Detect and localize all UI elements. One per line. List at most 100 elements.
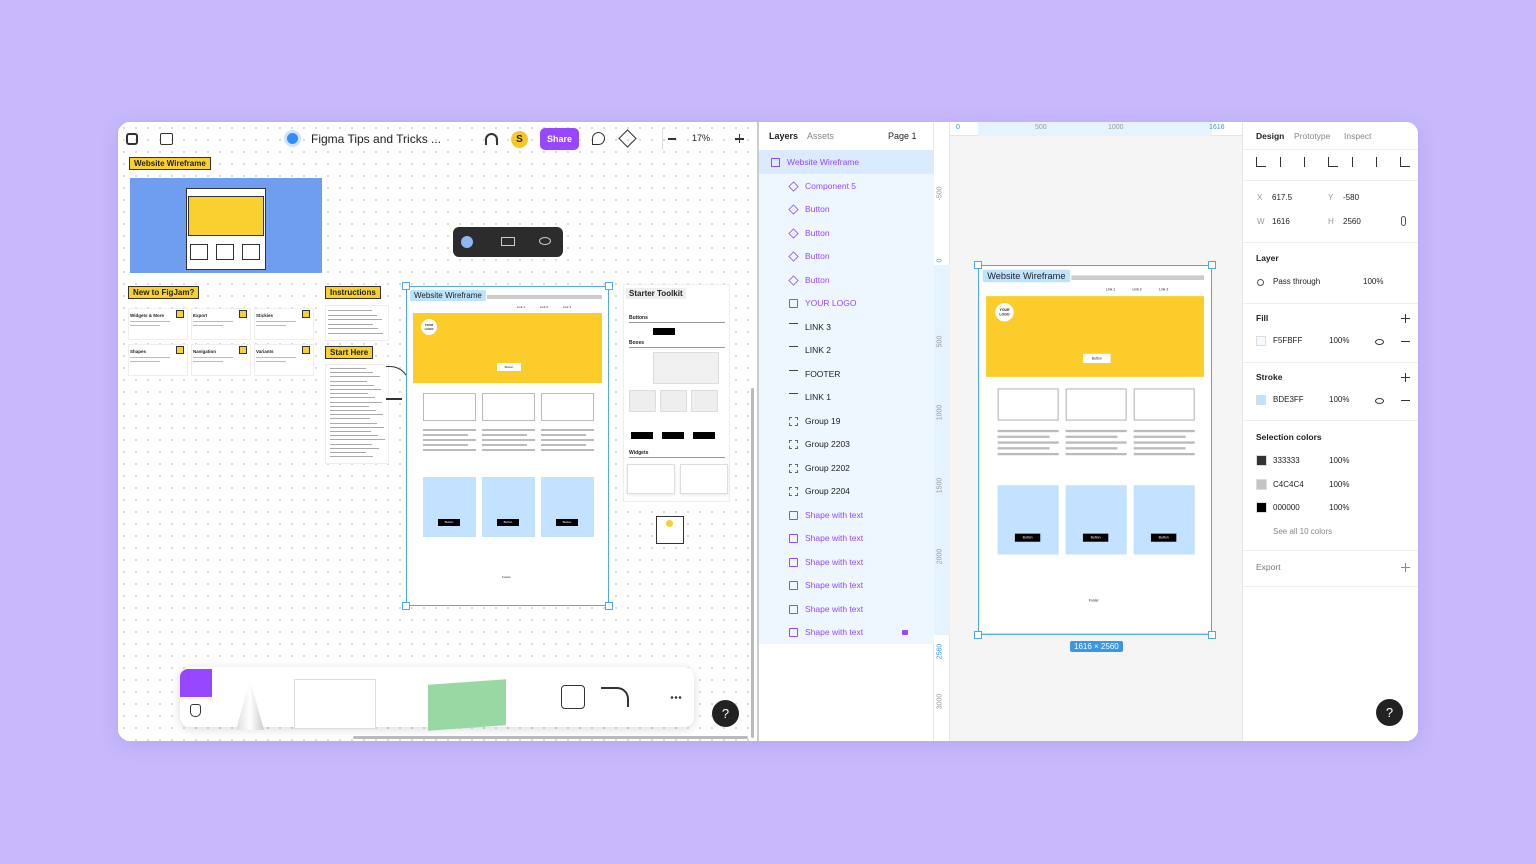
resize-icon[interactable] xyxy=(501,237,515,246)
sticky-tool[interactable] xyxy=(428,679,506,731)
layer-name[interactable]: FOOTER xyxy=(805,368,841,379)
remove-icon[interactable] xyxy=(1401,341,1410,343)
align-icon[interactable] xyxy=(1400,157,1410,167)
layer-name[interactable]: Group 19 xyxy=(805,415,841,426)
eye-icon[interactable] xyxy=(1375,398,1384,404)
design-tab[interactable]: Inspect xyxy=(1344,131,1372,141)
ruler-label: 1616 xyxy=(1209,124,1225,131)
text-tool[interactable] xyxy=(561,685,585,709)
card xyxy=(423,477,476,537)
color-opacity[interactable]: 100% xyxy=(1329,336,1350,345)
ruler-label: 2000 xyxy=(936,548,944,565)
card-icon xyxy=(176,346,184,354)
hand-tool[interactable] xyxy=(190,704,201,717)
layer-name[interactable]: Group 2203 xyxy=(805,439,850,449)
add-icon[interactable] xyxy=(1401,373,1410,382)
rule xyxy=(1243,180,1418,181)
box xyxy=(541,393,594,421)
position-field[interactable]: 617.5 xyxy=(1272,193,1293,202)
layer-icon xyxy=(789,416,798,426)
layer-name[interactable]: Shape with text xyxy=(805,603,864,614)
layer-name[interactable]: Website Wireframe xyxy=(787,157,860,167)
file-icon xyxy=(284,130,301,147)
section-label: Website Wireframe xyxy=(129,157,211,170)
color-hex[interactable]: BDE3FF xyxy=(1273,395,1304,404)
color-opacity[interactable]: 100% xyxy=(1329,395,1350,404)
color-opacity[interactable]: 100% xyxy=(1329,456,1350,465)
color-opacity[interactable]: 100% xyxy=(1329,503,1350,512)
layer-name[interactable]: LINK 3 xyxy=(805,321,831,332)
eye-icon[interactable] xyxy=(539,237,551,245)
more-tool[interactable] xyxy=(670,696,682,699)
instructions-card xyxy=(325,305,389,341)
align-icon[interactable] xyxy=(1256,157,1266,167)
color-dot[interactable] xyxy=(461,236,473,248)
page-selector[interactable]: Page 1 xyxy=(888,131,917,141)
layer-name[interactable]: Shape with text xyxy=(805,556,864,567)
color-opacity[interactable]: 100% xyxy=(1329,479,1350,489)
avatar[interactable]: S xyxy=(511,131,528,148)
text-line xyxy=(997,429,1059,433)
layer-name[interactable]: Shape with text xyxy=(805,533,864,543)
layer-name[interactable]: LINK 1 xyxy=(805,392,831,402)
align-icon[interactable] xyxy=(1328,157,1338,167)
layout-icon[interactable] xyxy=(160,133,173,145)
select-tool[interactable] xyxy=(180,669,212,697)
design-tab[interactable]: Prototype xyxy=(1294,131,1331,141)
file-name[interactable]: Figma Tips and Tricks ... xyxy=(311,132,442,146)
align-icon[interactable] xyxy=(1376,157,1386,167)
layer-name[interactable]: YOUR LOGO xyxy=(805,298,857,308)
help-button[interactable]: ? xyxy=(1376,699,1403,726)
add-icon[interactable] xyxy=(1401,563,1410,572)
layers-tab[interactable]: Layers xyxy=(769,131,799,141)
see-all-link[interactable]: See all 10 colors xyxy=(1273,527,1333,536)
layer-name[interactable]: Group 2204 xyxy=(805,486,850,496)
layer-name[interactable]: Button xyxy=(805,274,830,285)
layer-name[interactable]: Shape with text xyxy=(805,509,864,520)
comment-icon[interactable] xyxy=(592,132,605,145)
layer-name[interactable]: Button xyxy=(805,227,830,238)
align-icon[interactable] xyxy=(1352,157,1362,167)
align-icon[interactable] xyxy=(1280,157,1290,167)
add-icon[interactable] xyxy=(1401,314,1410,323)
color-hex[interactable]: F5FBFF xyxy=(1273,336,1303,345)
card-title: Shapes xyxy=(130,349,147,354)
color-hex[interactable]: 333333 xyxy=(1273,456,1300,465)
audio-icon[interactable] xyxy=(485,133,498,145)
color-hex[interactable]: C4C4C4 xyxy=(1273,479,1304,489)
text-line xyxy=(1133,441,1195,444)
eye-icon[interactable] xyxy=(1375,339,1384,345)
assets-tab[interactable]: Assets xyxy=(807,131,835,141)
layer-name[interactable]: Shape with text xyxy=(805,580,864,590)
position-field: W xyxy=(1257,217,1265,226)
share-button[interactable]: Share xyxy=(540,128,579,150)
ai-icon[interactable] xyxy=(618,129,637,148)
color-hex[interactable]: 000000 xyxy=(1273,503,1300,512)
zoom-in-v[interactable] xyxy=(738,134,741,144)
design-tab[interactable]: Design xyxy=(1256,131,1285,141)
footer: Footer xyxy=(502,575,511,579)
layer-name[interactable]: Shape with text xyxy=(805,627,864,637)
box xyxy=(1133,388,1195,421)
shape-tool[interactable] xyxy=(294,679,376,729)
layer-name[interactable]: Component 5 xyxy=(805,180,857,191)
layer-name[interactable]: LINK 2 xyxy=(805,345,831,355)
zoom-out[interactable] xyxy=(668,138,676,140)
remove-icon[interactable] xyxy=(1401,400,1410,402)
align-icon[interactable] xyxy=(1304,157,1314,167)
layer-name[interactable]: Group 2202 xyxy=(805,462,850,473)
help-button[interactable]: ? xyxy=(712,700,739,727)
layer-name[interactable]: Button xyxy=(805,204,830,214)
thumb-box xyxy=(190,244,208,260)
connector-tool[interactable] xyxy=(601,687,629,707)
layer-icon xyxy=(789,487,798,496)
blend-mode[interactable]: Pass through xyxy=(1273,277,1321,286)
menu-icon[interactable] xyxy=(126,133,138,145)
position-field[interactable]: 2560 xyxy=(1343,217,1361,226)
layer-name[interactable]: Button xyxy=(805,251,830,261)
position-field[interactable]: -580 xyxy=(1343,193,1360,202)
position-field[interactable]: 1616 xyxy=(1272,217,1290,226)
layer-opacity[interactable]: 100% xyxy=(1363,277,1384,286)
zoom-level[interactable]: 17% xyxy=(692,133,711,143)
zoom-box xyxy=(662,128,754,150)
